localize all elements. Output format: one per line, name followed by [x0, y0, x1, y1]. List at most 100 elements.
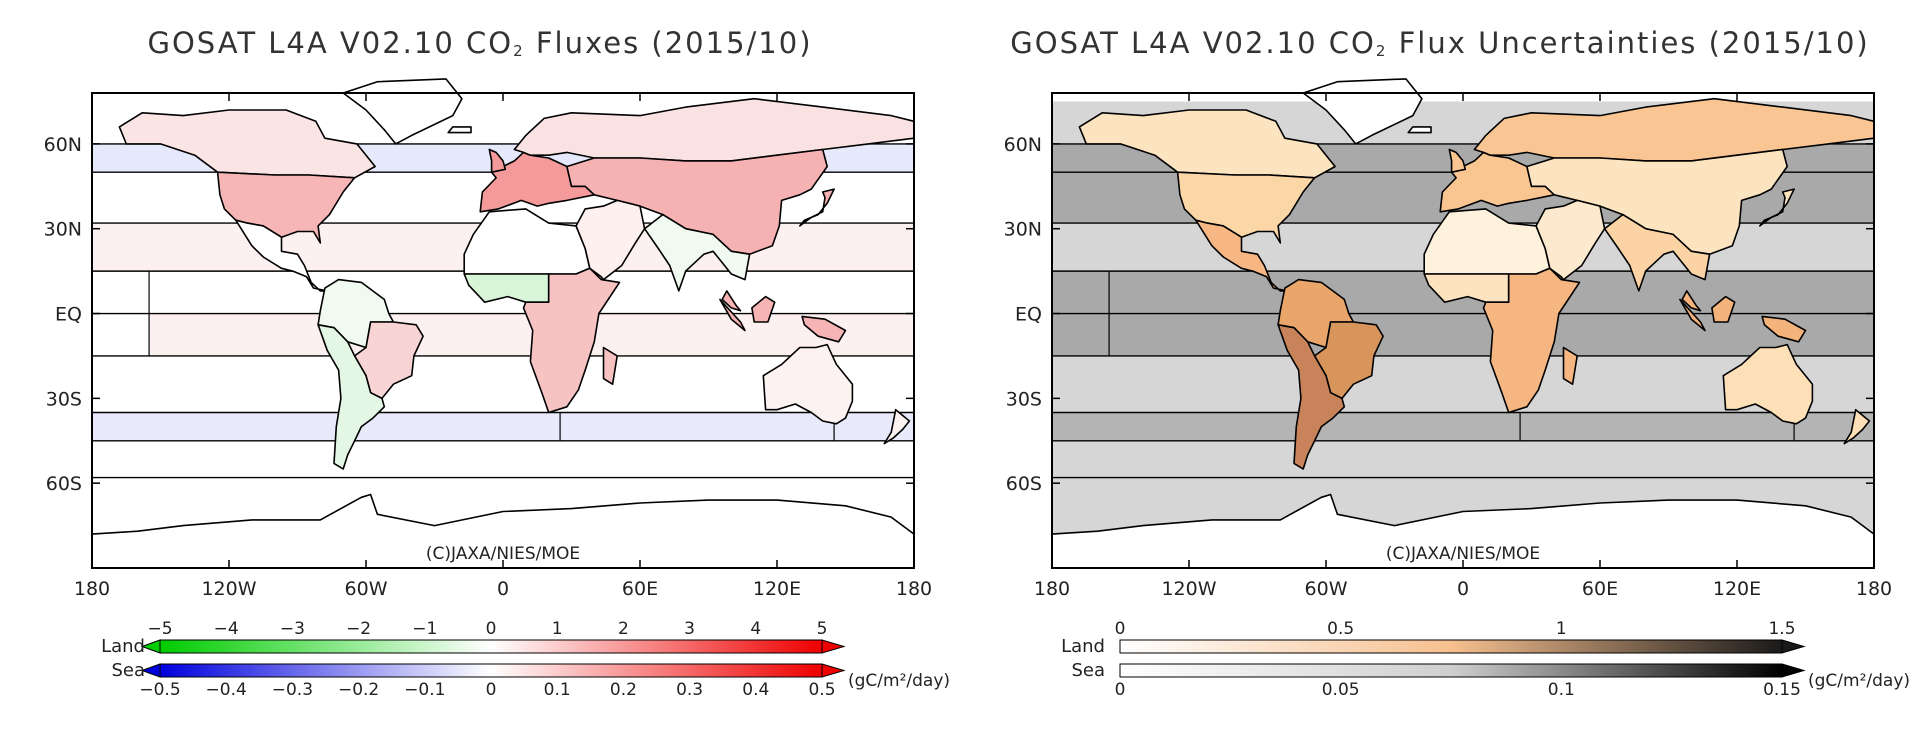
land-region-iceland	[1407, 126, 1432, 134]
land-region-sa-temperate	[1277, 323, 1346, 470]
land-region-middle-east	[575, 199, 646, 281]
lon-tick-label: 120W	[201, 578, 256, 600]
lon-tick-label: 0	[1457, 578, 1469, 600]
land-colorbar-max-arrow	[1781, 639, 1806, 654]
units-label: (gC/m²/day)	[1808, 671, 1910, 691]
land-colorbar-tick-label: 1	[552, 619, 563, 639]
sea-colorbar-tick-label: 0.1	[544, 680, 571, 700]
lat-tick-label: 60S	[1006, 473, 1042, 495]
land-colorbar-bar	[1119, 639, 1783, 654]
land-region-central-america	[235, 219, 329, 292]
land-region-japan	[798, 188, 835, 227]
sea-colorbar-bar	[1119, 663, 1783, 678]
lat-tick-label: EQ	[55, 304, 82, 326]
land-region-na-temperate	[216, 171, 356, 244]
land-region-se-asia-png	[1761, 315, 1807, 343]
lon-tick-label: 180	[1856, 578, 1892, 600]
lon-tick-label: 0	[497, 578, 509, 600]
land-colorbar-tick-label: 0.5	[1327, 619, 1354, 639]
lat-tick-label: 60N	[44, 134, 82, 156]
lat-tick-label: 30S	[1006, 388, 1042, 410]
lon-tick-label: 60E	[1582, 578, 1618, 600]
sea-colorbar-bar	[159, 663, 823, 678]
land-region-se-asia	[1681, 290, 1702, 312]
uncertainty-map-title: GOSAT L4A V02.10 CO2 Flux Uncertainties …	[1010, 26, 1870, 60]
land-region-asia-temperate	[566, 148, 829, 255]
land-region-se-asia	[721, 290, 742, 312]
land-colorbar-label: Land	[1061, 636, 1105, 657]
land-region-uk	[1448, 148, 1467, 173]
land-colorbar-tick-label: 2	[618, 619, 629, 639]
land-region-sa-temperate	[317, 323, 386, 470]
lon-tick-label: 60W	[345, 578, 388, 600]
land-region-na-boreal	[118, 109, 376, 179]
land-region-se-asia-borneo	[1711, 295, 1736, 323]
land-region-s-africa	[522, 267, 621, 414]
uncertainty-map-panel: GOSAT L4A V02.10 CO2 Flux Uncertainties …	[960, 0, 1920, 750]
flux-map-panel: GOSAT L4A V02.10 CO2 Fluxes (2015/10) 60…	[44, 26, 950, 700]
flux-map-chart: 60N 30N EQ 30S 60S 180 120W 60W 0 60E 120E 180 (C)JA…	[44, 78, 950, 700]
land-colorbar: −5 −4 −3 −2 −1 0 1 2 3 4 5	[140, 619, 846, 654]
land-region-madagascar	[602, 346, 619, 386]
land-region-australia	[1722, 343, 1814, 425]
lon-tick-label: 180	[1034, 578, 1070, 600]
land-region-se-asia-png	[801, 315, 847, 343]
land-colorbar-tick-label: 0	[486, 619, 497, 639]
land-region-india	[643, 213, 751, 292]
sea-colorbar-tick-label: 0.05	[1322, 680, 1360, 700]
sea-colorbar-tick-label: −0.2	[338, 680, 379, 700]
sea-colorbar-tick-label: 0.15	[1763, 680, 1801, 700]
land-region-asia-temperate	[1526, 148, 1789, 255]
lon-tick-label: 120E	[1713, 578, 1761, 600]
sea-colorbar: 0 0.05 0.1 0.15	[1115, 663, 1806, 700]
land-colorbar-tick-label: −3	[280, 619, 305, 639]
land-region-na-boreal	[1078, 109, 1336, 179]
sea-colorbar-tick-label: 0.4	[742, 680, 769, 700]
sea-colorbar-tick-label: 0.2	[610, 680, 637, 700]
sea-colorbar-tick-label: 0.5	[808, 680, 835, 700]
land-colorbar-tick-label: 1	[1556, 619, 1567, 639]
land-colorbar-tick-label: −4	[214, 619, 239, 639]
land-region-australia	[762, 343, 854, 425]
land-region-antarctica	[91, 493, 915, 569]
lat-tick-label: 30S	[46, 388, 82, 410]
sea-colorbar-label: Sea	[111, 660, 145, 681]
lon-tick-label: 180	[74, 578, 110, 600]
ocean-region-band	[92, 440, 914, 478]
sea-colorbar-tick-label: 0.1	[1548, 680, 1575, 700]
lat-tick-label: EQ	[1015, 304, 1042, 326]
land-region-se-asia-sumatra	[719, 298, 746, 332]
land-region-eurasia-boreal	[1473, 97, 1875, 162]
land-colorbar-tick-label: −5	[147, 619, 172, 639]
land-colorbar-tick-label: 0	[1115, 619, 1126, 639]
land-region-na-temperate	[1176, 171, 1316, 244]
lon-tick-label: 120E	[753, 578, 801, 600]
credit-label: (C)JAXA/NIES/MOE	[1386, 544, 1540, 564]
land-colorbar-tick-label: −1	[412, 619, 437, 639]
land-region-middle-east	[1535, 199, 1606, 281]
land-region-s-africa	[1482, 267, 1581, 414]
land-region-central-america	[1195, 219, 1289, 292]
sea-colorbar-tick-label: −0.3	[272, 680, 313, 700]
land-region-uk	[488, 148, 507, 173]
land-colorbar-tick-label: 3	[684, 619, 695, 639]
lat-tick-label: 60S	[46, 473, 82, 495]
lon-tick-label: 60W	[1305, 578, 1348, 600]
ocean-region-band	[92, 412, 914, 441]
lat-tick-label: 60N	[1004, 134, 1042, 156]
units-label: (gC/m²/day)	[848, 671, 950, 691]
sea-colorbar-tick-label: 0.3	[676, 680, 703, 700]
uncertainty-map-chart: 60N 30N EQ 30S 60S 180 120W 60W 0 60E 120E 180 (C)JA…	[1004, 78, 1910, 700]
land-region-nz	[1843, 408, 1871, 445]
lon-tick-label: 180	[896, 578, 932, 600]
land-region-japan	[1758, 188, 1795, 227]
land-colorbar-tick-label: 5	[817, 619, 828, 639]
land-region-eurasia-boreal	[513, 97, 915, 162]
land-region-iceland	[447, 126, 472, 134]
sea-colorbar-tick-label: −0.1	[404, 680, 445, 700]
land-region-se-asia-sumatra	[1679, 298, 1706, 332]
land-regions	[1051, 78, 1875, 569]
land-regions	[91, 78, 915, 569]
sea-colorbar-label: Sea	[1071, 660, 1105, 681]
land-colorbar-tick-label: 1.5	[1768, 619, 1795, 639]
